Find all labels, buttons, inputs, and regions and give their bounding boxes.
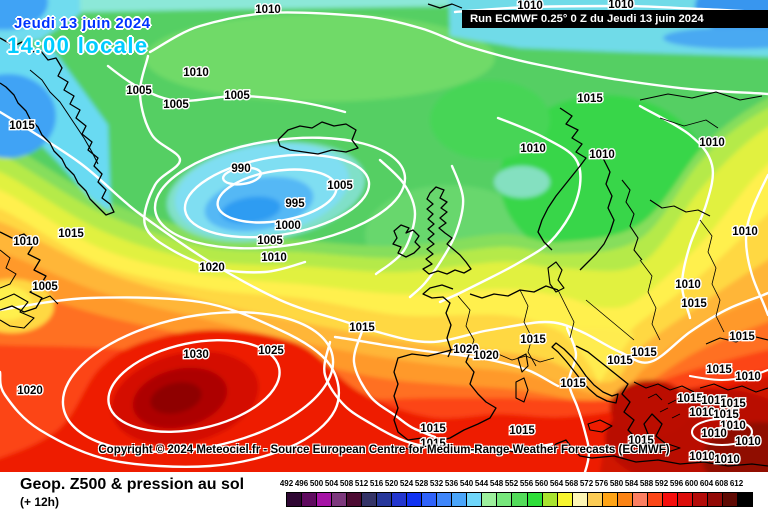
svg-text:1010: 1010 (183, 67, 209, 79)
svg-text:1015: 1015 (701, 395, 727, 407)
svg-text:1015: 1015 (420, 423, 446, 435)
svg-text:1005: 1005 (163, 99, 189, 111)
svg-text:995: 995 (285, 198, 305, 210)
svg-text:1030: 1030 (183, 349, 209, 361)
svg-text:1010: 1010 (589, 149, 615, 161)
svg-text:1020: 1020 (453, 344, 479, 356)
svg-text:1000: 1000 (275, 220, 301, 232)
svg-text:1010: 1010 (689, 451, 715, 463)
svg-text:1015: 1015 (560, 378, 586, 390)
svg-text:1010: 1010 (699, 137, 725, 149)
svg-text:1010: 1010 (255, 4, 281, 16)
svg-text:1020: 1020 (17, 385, 43, 397)
svg-text:1015: 1015 (681, 298, 707, 310)
svg-text:1010: 1010 (735, 436, 761, 448)
svg-text:1015: 1015 (509, 425, 535, 437)
svg-text:1015: 1015 (713, 409, 739, 421)
svg-text:1010: 1010 (714, 454, 740, 466)
svg-text:1005: 1005 (327, 180, 353, 192)
svg-text:990: 990 (231, 163, 250, 175)
svg-text:1015: 1015 (706, 364, 732, 376)
svg-text:1020: 1020 (473, 350, 499, 362)
svg-text:1010: 1010 (720, 420, 746, 432)
svg-text:1005: 1005 (224, 90, 250, 102)
svg-text:1010: 1010 (701, 428, 727, 440)
svg-text:1015: 1015 (577, 93, 603, 105)
svg-text:1010: 1010 (689, 407, 715, 419)
svg-text:1015: 1015 (58, 228, 84, 240)
svg-text:1015: 1015 (720, 398, 746, 410)
svg-text:1005: 1005 (257, 235, 283, 247)
svg-text:1015: 1015 (520, 334, 546, 346)
svg-text:1015: 1015 (420, 438, 446, 450)
svg-text:1010: 1010 (520, 143, 546, 155)
svg-text:1015: 1015 (677, 393, 703, 405)
svg-text:1005: 1005 (126, 85, 152, 97)
svg-text:1015: 1015 (631, 347, 657, 359)
svg-text:1020: 1020 (199, 262, 225, 274)
svg-text:1010: 1010 (732, 226, 758, 238)
svg-text:1015: 1015 (607, 355, 633, 367)
svg-text:1010: 1010 (675, 279, 701, 291)
svg-text:1010: 1010 (261, 252, 287, 264)
svg-text:1010: 1010 (13, 236, 39, 248)
svg-text:1015: 1015 (628, 435, 654, 447)
svg-text:1015: 1015 (729, 331, 755, 343)
svg-text:1010: 1010 (608, 0, 634, 11)
svg-text:1010: 1010 (735, 371, 761, 383)
svg-text:1025: 1025 (258, 345, 284, 357)
svg-text:1015: 1015 (349, 322, 375, 334)
svg-text:1005: 1005 (32, 281, 58, 293)
svg-text:1015: 1015 (9, 120, 35, 132)
